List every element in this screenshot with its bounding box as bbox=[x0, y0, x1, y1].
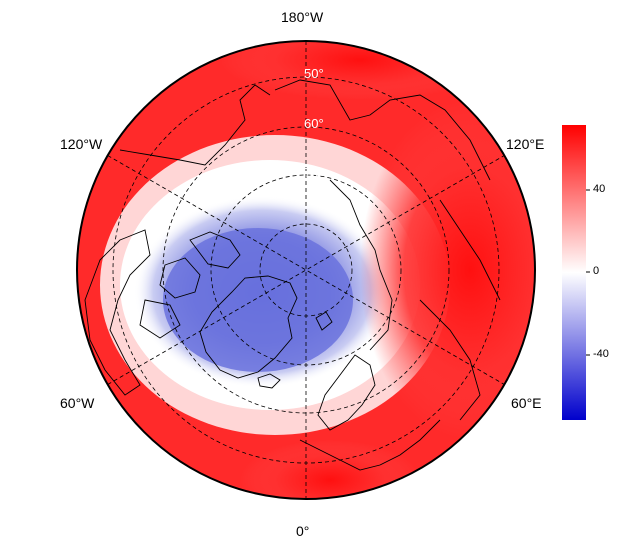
colorbar-ticks bbox=[586, 189, 590, 356]
lat-label-60: 60° bbox=[304, 116, 324, 131]
north-america-coast bbox=[84, 229, 151, 396]
meridian-120w-60e bbox=[107, 155, 505, 385]
lat-label-70: 70° bbox=[304, 165, 324, 180]
asia-borders-2 bbox=[439, 199, 501, 301]
meridian-60w-120e bbox=[107, 155, 505, 385]
lon-label-60w: 60°W bbox=[60, 395, 95, 411]
archipelago-coast-2 bbox=[159, 257, 201, 299]
colorbar-label-0: 0 bbox=[593, 265, 600, 277]
colorbar-label-40: 40 bbox=[593, 183, 606, 195]
field-layer: 50° 60° 70° bbox=[77, 41, 535, 499]
iceland-coast bbox=[257, 373, 281, 389]
field-positive-north bbox=[220, 41, 500, 100]
alaska-coast bbox=[119, 84, 271, 166]
svalbard-coast bbox=[315, 311, 333, 331]
lon-label-60e: 60°E bbox=[511, 395, 542, 411]
colorbar-label-neg40: -40 bbox=[593, 348, 609, 360]
taymyr-coast bbox=[329, 179, 393, 351]
europe-coast bbox=[299, 419, 441, 471]
field-positive-east bbox=[360, 100, 535, 440]
greenland-coast bbox=[199, 275, 298, 379]
field-positive-south bbox=[240, 440, 420, 499]
field-negative-core bbox=[163, 228, 353, 372]
graticule bbox=[107, 41, 505, 499]
siberia-coast bbox=[274, 79, 491, 181]
archipelago-coast-1 bbox=[189, 231, 241, 269]
lon-label-180w: 180°W bbox=[281, 9, 324, 25]
lon-label-120w: 120°W bbox=[60, 136, 103, 152]
coastlines bbox=[84, 79, 501, 471]
scandinavia-coast bbox=[317, 354, 376, 431]
hudson-coast bbox=[139, 299, 181, 339]
lat-label-50: 50° bbox=[304, 66, 324, 81]
map-frame bbox=[76, 40, 536, 500]
lon-label-0: 0° bbox=[296, 523, 310, 539]
lon-label-120e: 120°E bbox=[506, 136, 545, 152]
colorbar bbox=[562, 125, 586, 420]
